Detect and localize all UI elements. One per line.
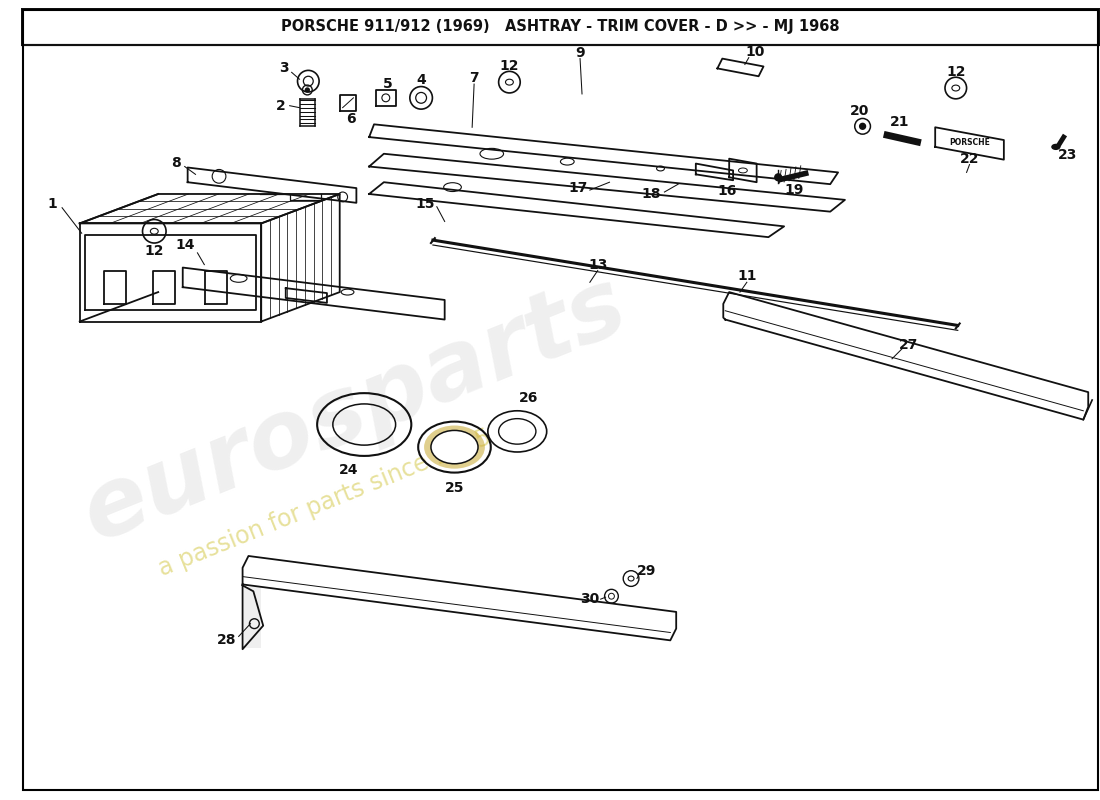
Text: 12: 12 (499, 59, 519, 74)
Text: 26: 26 (519, 391, 539, 405)
Text: 14: 14 (176, 238, 196, 252)
Text: 29: 29 (637, 564, 657, 578)
Text: 20: 20 (850, 103, 869, 118)
Text: PORSCHE: PORSCHE (949, 138, 990, 147)
Text: 23: 23 (1058, 148, 1077, 162)
Circle shape (859, 123, 866, 130)
Text: 8: 8 (170, 155, 180, 170)
Text: 18: 18 (641, 187, 660, 201)
Text: 12: 12 (144, 244, 164, 258)
Text: 16: 16 (717, 184, 737, 198)
Ellipse shape (774, 174, 782, 181)
Text: 28: 28 (217, 634, 236, 647)
FancyBboxPatch shape (243, 587, 261, 648)
FancyBboxPatch shape (21, 7, 1100, 45)
Text: 13: 13 (588, 258, 607, 272)
Text: 4: 4 (416, 73, 426, 87)
Text: 19: 19 (784, 183, 804, 197)
Text: 1: 1 (47, 197, 57, 210)
Text: 15: 15 (416, 197, 434, 210)
Text: 10: 10 (745, 45, 764, 58)
Text: 17: 17 (569, 181, 587, 195)
Text: 25: 25 (444, 482, 464, 495)
Text: 9: 9 (575, 46, 585, 60)
Text: 6: 6 (345, 113, 355, 126)
Ellipse shape (1052, 145, 1059, 150)
Text: 30: 30 (580, 592, 600, 606)
Text: a passion for parts since 1965: a passion for parts since 1965 (155, 425, 495, 581)
Text: 7: 7 (470, 71, 478, 86)
Text: 5: 5 (383, 77, 393, 91)
Text: 21: 21 (890, 115, 910, 130)
Text: 3: 3 (279, 62, 288, 75)
Text: 27: 27 (899, 338, 918, 352)
Text: 2: 2 (276, 98, 286, 113)
Text: 12: 12 (946, 66, 966, 79)
Circle shape (306, 88, 309, 92)
Text: 11: 11 (737, 270, 757, 283)
Text: eurosparts: eurosparts (69, 259, 640, 561)
Ellipse shape (431, 430, 478, 464)
Text: 22: 22 (960, 152, 979, 166)
Text: PORSCHE 911/912 (1969)   ASHTRAY - TRIM COVER - D >> - MJ 1968: PORSCHE 911/912 (1969) ASHTRAY - TRIM CO… (282, 18, 839, 34)
Ellipse shape (425, 426, 485, 469)
Text: 24: 24 (339, 462, 359, 477)
